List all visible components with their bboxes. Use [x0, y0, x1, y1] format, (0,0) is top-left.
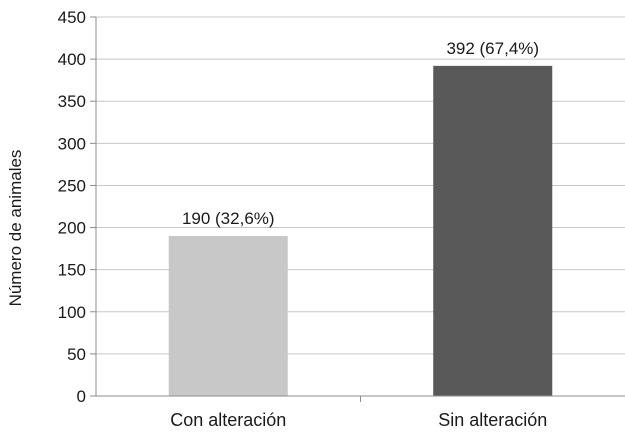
y-tick-label: 250: [58, 176, 86, 195]
y-tick-labels: 0 50 100 150 200 250 300 350 400 450: [58, 8, 86, 406]
x-category-label: Sin alteración: [438, 410, 547, 430]
y-tick-label: 200: [58, 219, 86, 238]
y-tick-label: 150: [58, 261, 86, 280]
x-category-labels: Con alteración Sin alteración: [170, 410, 547, 430]
y-tick-label: 450: [58, 8, 86, 27]
y-tick-label: 350: [58, 92, 86, 111]
y-tick-label: 300: [58, 134, 86, 153]
bar-1: [168, 235, 288, 396]
y-axis-title: Número de animales: [6, 150, 25, 307]
y-tick-label: 100: [58, 303, 86, 322]
x-category-label: Con alteración: [170, 410, 286, 430]
bar-2: [433, 65, 553, 397]
data-label: 392 (67,4%): [446, 39, 539, 58]
y-tick-label: 400: [58, 50, 86, 69]
bars: [168, 65, 553, 397]
data-labels: 190 (32,6%) 392 (67,4%): [182, 39, 539, 228]
y-tick-label: 0: [77, 387, 86, 406]
data-label: 190 (32,6%): [182, 209, 275, 228]
axes: [95, 17, 625, 402]
y-tick-label: 50: [67, 345, 86, 364]
